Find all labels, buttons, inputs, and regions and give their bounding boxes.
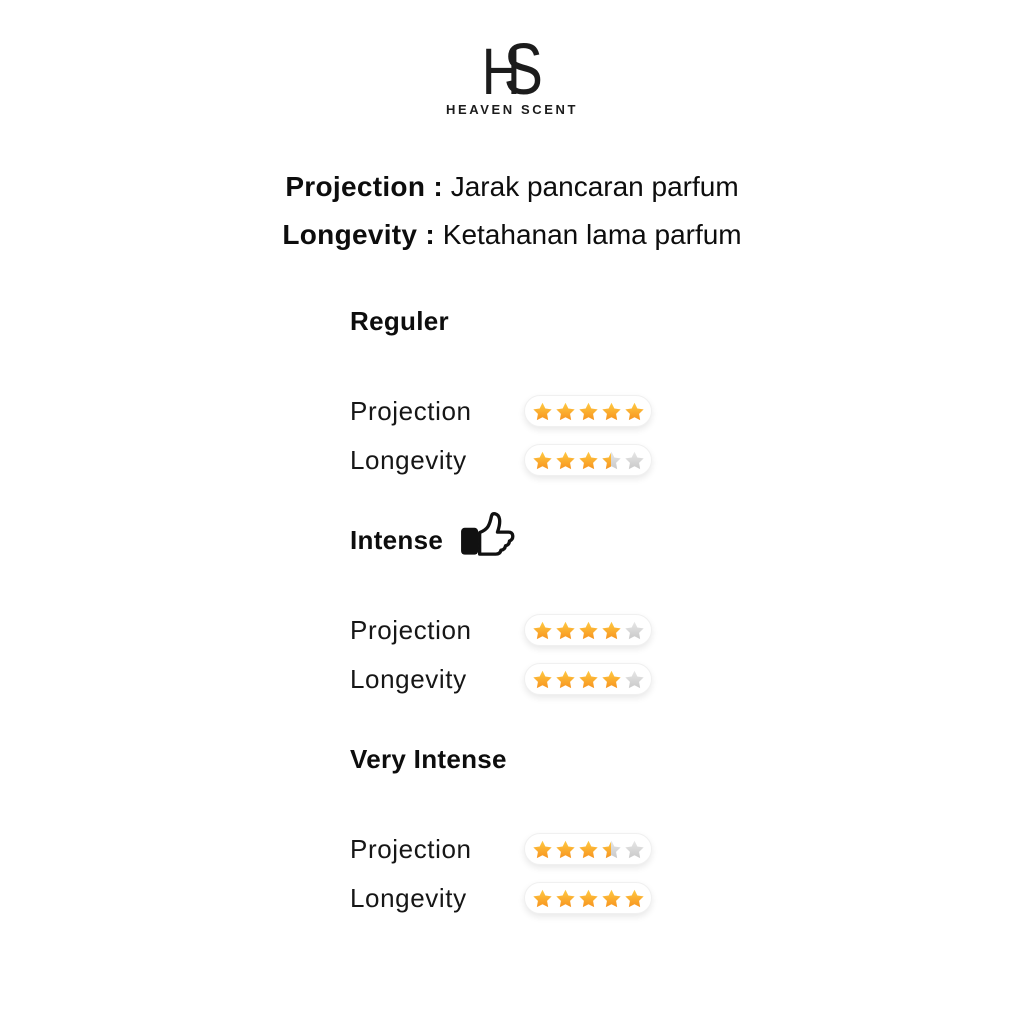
star-full-icon <box>578 839 599 860</box>
star-full-icon <box>601 401 622 422</box>
brand-header: HS HEAVEN SCENT <box>0 0 1024 117</box>
star-full-icon <box>532 669 553 690</box>
star-empty-icon <box>624 450 645 471</box>
thumbs-up-icon <box>459 506 521 562</box>
legend: Projection : Jarak pancaran parfum Longe… <box>0 163 1024 259</box>
star-full-icon <box>578 401 599 422</box>
star-full-icon <box>601 669 622 690</box>
legend-term-longevity: Longevity : <box>282 219 435 250</box>
star-full-icon <box>578 620 599 641</box>
star-full-icon <box>624 888 645 909</box>
star-rating <box>524 833 652 865</box>
rating-row: Longevity <box>350 882 1024 914</box>
section-title-text: Reguler <box>350 306 449 336</box>
rating-row: Projection <box>350 833 1024 865</box>
star-full-icon <box>578 450 599 471</box>
logo-letter-h: H <box>481 34 521 108</box>
star-empty-icon <box>624 839 645 860</box>
section-title-very-intense: Very Intense <box>350 744 1024 775</box>
legend-definition-longevity: Ketahanan lama parfum <box>442 219 742 250</box>
star-full-icon <box>532 401 553 422</box>
star-full-icon <box>578 888 599 909</box>
star-half-icon <box>601 450 622 471</box>
star-full-icon <box>555 669 576 690</box>
star-empty-icon <box>624 669 645 690</box>
legend-term-projection: Projection : <box>285 171 443 202</box>
section-title-reguler: Reguler <box>350 306 1024 337</box>
star-full-icon <box>532 450 553 471</box>
section-title-text: Intense <box>350 525 444 555</box>
star-full-icon <box>532 839 553 860</box>
star-full-icon <box>532 620 553 641</box>
star-full-icon <box>578 669 599 690</box>
rating-label: Projection <box>350 833 472 864</box>
rating-label: Longevity <box>350 444 467 475</box>
star-full-icon <box>555 888 576 909</box>
rating-label: Projection <box>350 614 472 645</box>
star-rating <box>524 882 652 914</box>
star-rating <box>524 663 652 695</box>
logo-letter-s: S <box>503 30 543 110</box>
star-rating <box>524 444 652 476</box>
rating-label: Projection <box>350 395 472 426</box>
star-rating <box>524 614 652 646</box>
star-empty-icon <box>624 620 645 641</box>
intensity-section-very-intense: Very Intense Projection Longevity <box>350 744 1024 914</box>
rating-row: Longevity <box>350 444 1024 476</box>
intensity-section-reguler: Reguler Projection Longevity <box>350 306 1024 476</box>
star-rating <box>524 395 652 427</box>
rating-row: Longevity <box>350 663 1024 695</box>
star-full-icon <box>555 620 576 641</box>
star-full-icon <box>555 401 576 422</box>
star-half-icon <box>601 839 622 860</box>
rating-label: Longevity <box>350 663 467 694</box>
star-full-icon <box>532 888 553 909</box>
intensity-sections: Reguler Projection Longevity Intense Project… <box>350 306 1024 914</box>
rating-row: Projection <box>350 395 1024 427</box>
brand-logo: HS <box>481 34 542 106</box>
rating-label: Longevity <box>350 882 467 913</box>
star-full-icon <box>624 401 645 422</box>
legend-definition-projection: Jarak pancaran parfum <box>450 171 739 202</box>
star-full-icon <box>555 839 576 860</box>
section-title-text: Very Intense <box>350 744 507 774</box>
rating-row: Projection <box>350 614 1024 646</box>
legend-line-longevity: Longevity : Ketahanan lama parfum <box>0 211 1024 259</box>
brand-name: HEAVEN SCENT <box>445 102 579 117</box>
legend-line-projection: Projection : Jarak pancaran parfum <box>0 163 1024 211</box>
intensity-section-intense: Intense Projection Longevity <box>350 512 1024 695</box>
star-full-icon <box>601 888 622 909</box>
star-full-icon <box>555 450 576 471</box>
section-title-intense: Intense <box>350 512 1024 556</box>
star-full-icon <box>601 620 622 641</box>
